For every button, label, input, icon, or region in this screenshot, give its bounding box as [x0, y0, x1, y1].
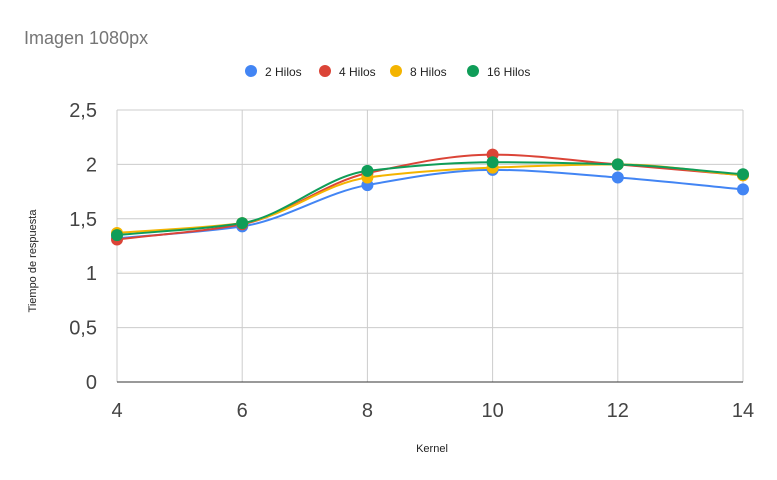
series-lines	[116, 153, 744, 241]
x-tick-label: 8	[362, 400, 373, 422]
series-layer	[111, 148, 749, 246]
y-tick-label: 1,5	[69, 209, 97, 231]
legend-label: 16 Hilos	[487, 65, 530, 79]
y-axis-ticks: 0 0,5 1 1,5 2 2,5	[69, 100, 97, 394]
data-point-2-hilos	[611, 171, 624, 184]
chart-title: Imagen 1080px	[24, 28, 148, 48]
legend-item-16-hilos: 16 Hilos	[467, 65, 530, 79]
legend-swatch	[390, 65, 402, 77]
data-point-16-hilos	[236, 217, 249, 230]
y-axis-label: Tiempo de respuesta	[27, 209, 39, 313]
x-tick-label: 6	[237, 400, 248, 422]
x-axis-ticks: 4 6 8 10 12 14	[111, 400, 754, 422]
data-point-16-hilos	[611, 158, 624, 171]
x-tick-label: 4	[111, 400, 122, 422]
x-tick-label: 12	[607, 400, 629, 422]
legend-item-8-hilos: 8 Hilos	[390, 65, 447, 79]
y-tick-label: 2	[86, 154, 97, 176]
legend-swatch	[319, 65, 331, 77]
series-line-16-hilos	[116, 161, 744, 237]
legend: 2 Hilos 4 Hilos 8 Hilos 16 Hilos	[245, 65, 530, 79]
data-point-16-hilos	[486, 156, 499, 169]
x-tick-label: 14	[732, 400, 754, 422]
data-point-16-hilos	[737, 168, 749, 181]
legend-item-2-hilos: 2 Hilos	[245, 65, 302, 79]
x-axis-label: Kernel	[416, 443, 448, 455]
legend-label: 4 Hilos	[339, 65, 376, 79]
data-point-16-hilos	[361, 164, 374, 177]
y-tick-label: 1	[86, 263, 97, 285]
legend-label: 8 Hilos	[410, 65, 447, 79]
data-point-16-hilos	[111, 229, 123, 242]
legend-swatch	[245, 65, 257, 77]
y-tick-label: 0,5	[69, 318, 97, 340]
y-tick-label: 0	[86, 372, 97, 394]
y-tick-label: 2,5	[69, 100, 97, 122]
series-points	[111, 148, 749, 246]
grid	[116, 109, 744, 383]
legend-item-4-hilos: 4 Hilos	[319, 65, 376, 79]
data-point-2-hilos	[737, 183, 749, 196]
x-tick-label: 10	[481, 400, 503, 422]
series-line-2-hilos	[116, 168, 744, 240]
legend-swatch	[467, 65, 479, 77]
legend-label: 2 Hilos	[265, 65, 302, 79]
